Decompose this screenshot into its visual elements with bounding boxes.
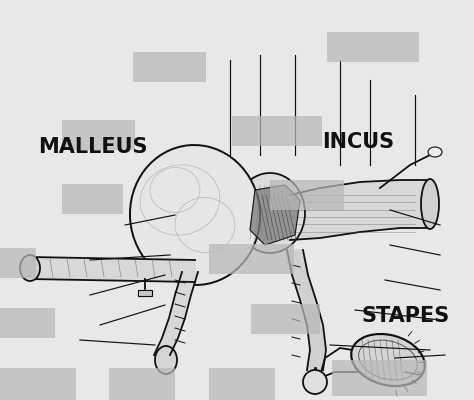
Polygon shape — [30, 257, 195, 282]
Polygon shape — [154, 272, 198, 355]
Ellipse shape — [351, 334, 425, 386]
Polygon shape — [250, 185, 300, 245]
Bar — [209, 368, 275, 400]
Text: STAPES: STAPES — [362, 306, 450, 326]
Ellipse shape — [155, 346, 177, 374]
Bar — [109, 368, 175, 400]
Bar — [209, 244, 294, 274]
Bar — [133, 52, 206, 82]
Text: INCUS: INCUS — [322, 132, 394, 152]
Ellipse shape — [421, 179, 439, 229]
Bar — [0, 368, 76, 400]
Bar — [251, 304, 320, 334]
Text: MALLEUS: MALLEUS — [38, 137, 147, 157]
Bar — [327, 32, 419, 62]
Ellipse shape — [235, 173, 305, 253]
Bar — [332, 360, 427, 396]
Ellipse shape — [130, 145, 260, 285]
Bar — [62, 120, 135, 150]
Bar — [0, 248, 36, 278]
Bar — [0, 308, 55, 338]
Ellipse shape — [20, 255, 40, 281]
Polygon shape — [287, 250, 326, 370]
Ellipse shape — [303, 370, 327, 394]
Bar — [62, 184, 123, 214]
Polygon shape — [290, 180, 430, 240]
Ellipse shape — [428, 147, 442, 157]
Polygon shape — [138, 290, 152, 296]
Bar — [232, 116, 322, 146]
Bar — [270, 180, 344, 210]
